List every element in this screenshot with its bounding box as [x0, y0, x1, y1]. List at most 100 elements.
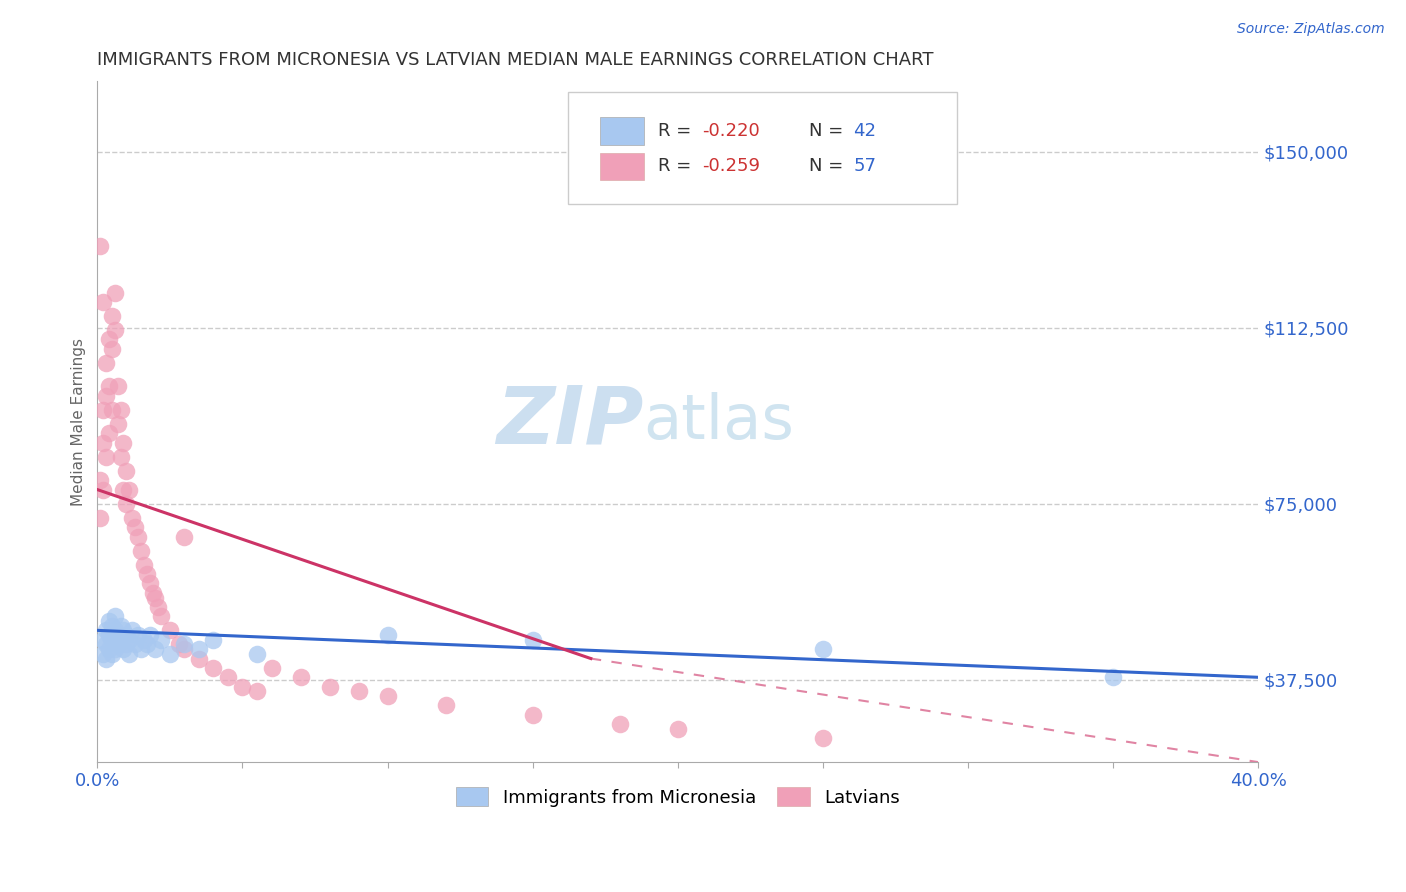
- Point: [115, 464, 138, 478]
- Point: [118, 483, 141, 497]
- Point: [115, 628, 138, 642]
- Point: [112, 435, 135, 450]
- Point: [104, 285, 127, 300]
- Point: [97, 628, 120, 642]
- Point: [107, 628, 129, 642]
- Point: [173, 637, 195, 651]
- Point: [290, 670, 312, 684]
- Point: [318, 680, 340, 694]
- Point: [1102, 670, 1125, 684]
- Point: [107, 379, 129, 393]
- Point: [110, 632, 132, 647]
- Point: [187, 651, 209, 665]
- Point: [132, 632, 155, 647]
- Point: [91, 647, 114, 661]
- Point: [202, 661, 225, 675]
- Point: [94, 637, 117, 651]
- Point: [97, 614, 120, 628]
- Point: [97, 426, 120, 441]
- Text: atlas: atlas: [643, 392, 794, 451]
- Point: [112, 483, 135, 497]
- Point: [91, 402, 114, 417]
- Point: [91, 632, 114, 647]
- Point: [522, 707, 544, 722]
- Point: [89, 238, 111, 252]
- Point: [666, 722, 689, 736]
- Point: [167, 637, 190, 651]
- Point: [129, 543, 152, 558]
- Point: [811, 642, 834, 657]
- Point: [159, 624, 181, 638]
- Text: N =: N =: [808, 157, 849, 176]
- Point: [94, 651, 117, 665]
- Point: [434, 698, 457, 713]
- Text: R =: R =: [658, 157, 697, 176]
- Point: [141, 586, 163, 600]
- Point: [110, 402, 132, 417]
- Point: [132, 558, 155, 572]
- Point: [159, 647, 181, 661]
- Point: [91, 483, 114, 497]
- Text: IMMIGRANTS FROM MICRONESIA VS LATVIAN MEDIAN MALE EARNINGS CORRELATION CHART: IMMIGRANTS FROM MICRONESIA VS LATVIAN ME…: [97, 51, 934, 69]
- Legend: Immigrants from Micronesia, Latvians: Immigrants from Micronesia, Latvians: [449, 780, 907, 814]
- Text: -0.259: -0.259: [702, 157, 761, 176]
- Point: [246, 647, 269, 661]
- Point: [94, 356, 117, 370]
- Point: [246, 684, 269, 698]
- Text: ZIP: ZIP: [496, 383, 643, 460]
- Point: [89, 510, 111, 524]
- Point: [173, 642, 195, 657]
- Point: [609, 717, 631, 731]
- Point: [94, 389, 117, 403]
- Point: [104, 323, 127, 337]
- Point: [91, 435, 114, 450]
- Text: Source: ZipAtlas.com: Source: ZipAtlas.com: [1237, 22, 1385, 37]
- Point: [101, 342, 124, 356]
- Point: [104, 642, 127, 657]
- Point: [101, 647, 124, 661]
- Point: [811, 731, 834, 746]
- Point: [124, 520, 146, 534]
- Point: [91, 294, 114, 309]
- Point: [260, 661, 283, 675]
- Point: [217, 670, 239, 684]
- Point: [97, 333, 120, 347]
- Point: [112, 624, 135, 638]
- Point: [150, 609, 173, 624]
- Point: [347, 684, 370, 698]
- Point: [173, 529, 195, 543]
- Point: [124, 637, 146, 651]
- Point: [121, 624, 143, 638]
- Point: [101, 309, 124, 323]
- Point: [145, 642, 167, 657]
- Text: -0.220: -0.220: [702, 122, 761, 140]
- Point: [110, 618, 132, 632]
- Point: [138, 576, 160, 591]
- Point: [115, 497, 138, 511]
- FancyBboxPatch shape: [568, 92, 956, 204]
- Point: [101, 618, 124, 632]
- Point: [104, 624, 127, 638]
- Point: [107, 637, 129, 651]
- Point: [187, 642, 209, 657]
- Point: [377, 689, 399, 703]
- Point: [148, 599, 170, 614]
- Text: 57: 57: [853, 157, 876, 176]
- Text: N =: N =: [808, 122, 849, 140]
- Point: [118, 632, 141, 647]
- Point: [94, 624, 117, 638]
- Point: [135, 637, 157, 651]
- Point: [112, 642, 135, 657]
- Bar: [600, 153, 644, 180]
- Point: [121, 510, 143, 524]
- Point: [138, 628, 160, 642]
- Point: [129, 642, 152, 657]
- Point: [110, 450, 132, 464]
- Point: [127, 529, 149, 543]
- Point: [101, 632, 124, 647]
- Point: [97, 642, 120, 657]
- Point: [118, 647, 141, 661]
- Point: [522, 632, 544, 647]
- Y-axis label: Median Male Earnings: Median Male Earnings: [72, 337, 86, 506]
- Point: [89, 473, 111, 487]
